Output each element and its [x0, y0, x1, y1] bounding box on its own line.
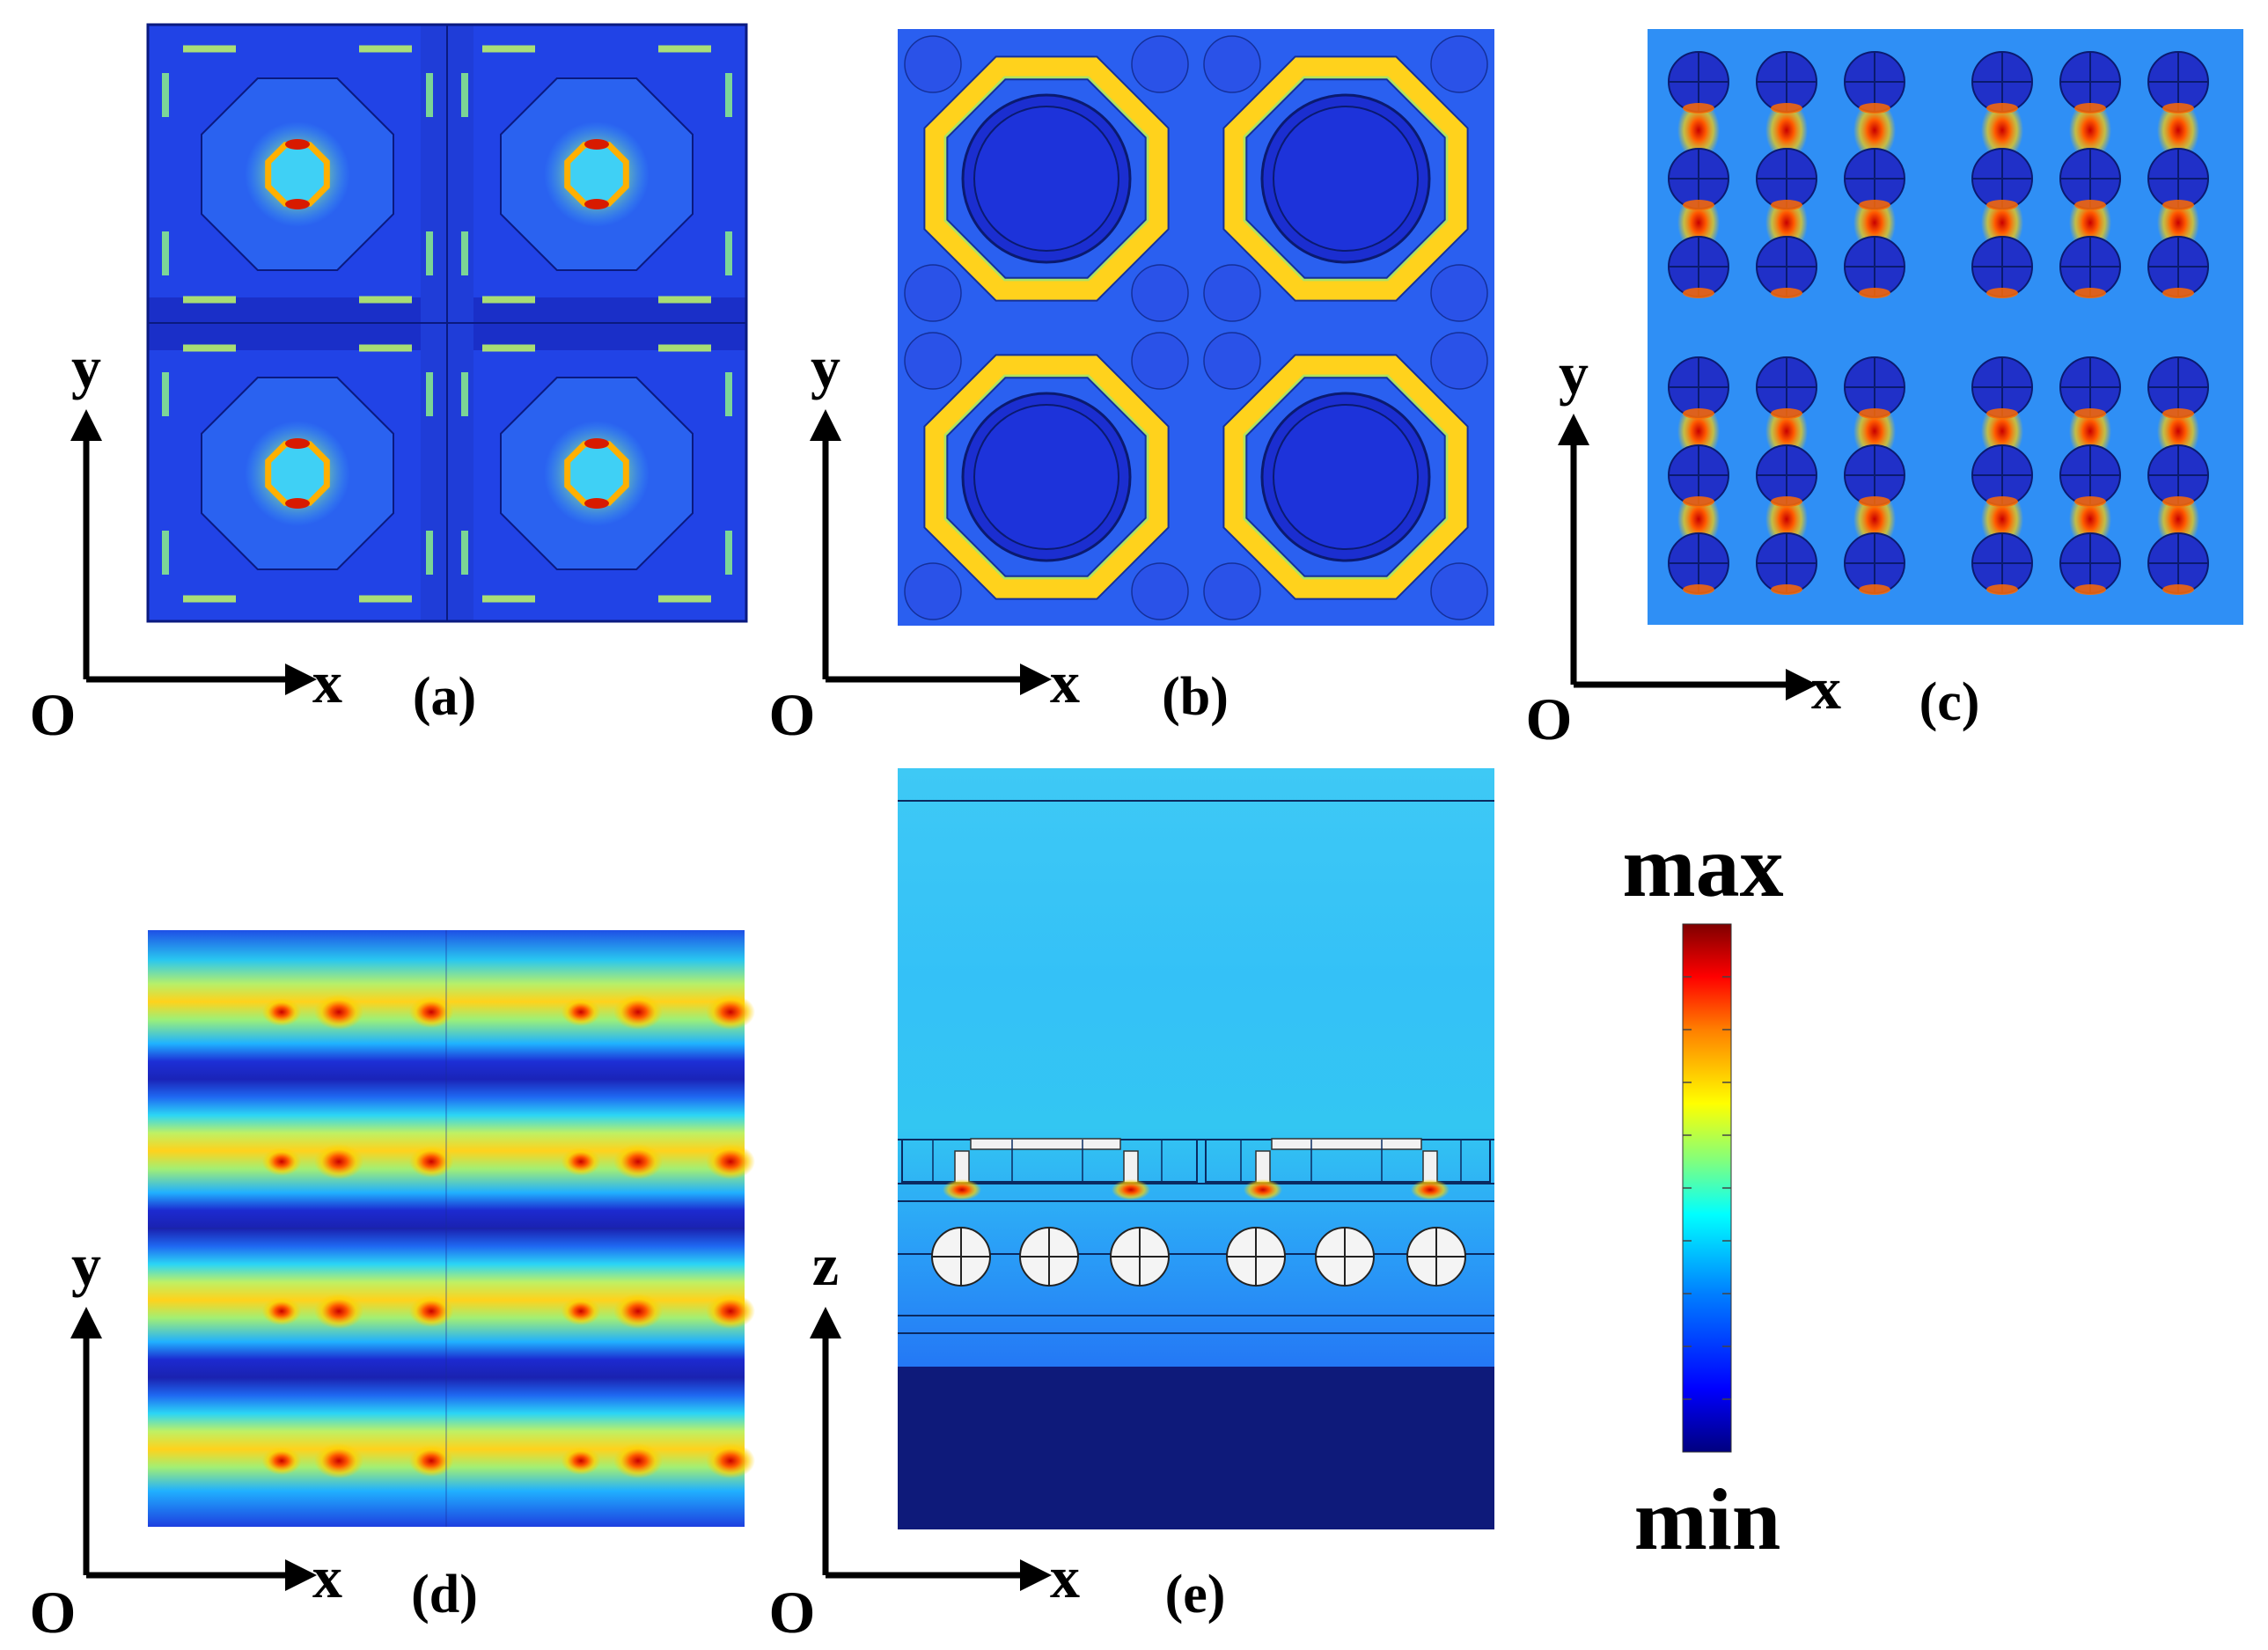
- panel-e: [898, 768, 1494, 1529]
- axes-d: y x O (d): [30, 1231, 478, 1646]
- panel-c-structure: [1668, 51, 2209, 595]
- panel-c-label: (c): [1919, 672, 1980, 732]
- axis-e-horizontal-label: x: [1050, 1544, 1080, 1610]
- panel-e-structure: [898, 800, 1494, 1529]
- panel-b-label: (b): [1162, 667, 1229, 727]
- colorbar: max min: [1622, 818, 1783, 1568]
- axes-e: z x O (e): [769, 1231, 1226, 1646]
- axis-a-horizontal-label: x: [312, 649, 342, 715]
- axis-a-origin-label: O: [30, 681, 77, 748]
- panel-a-label: (a): [413, 667, 476, 727]
- axis-b-horizontal-label: x: [1050, 649, 1080, 715]
- axis-c-horizontal-label: x: [1811, 655, 1841, 722]
- panel-b: [898, 29, 1494, 626]
- axis-e-vertical-label: z: [812, 1231, 839, 1298]
- axes-a: y x O (a): [30, 334, 477, 748]
- colorbar-min-label: min: [1634, 1470, 1781, 1568]
- panel-a: [146, 23, 748, 623]
- axes-c: y x O (c): [1526, 340, 1980, 752]
- panel-c: [1648, 29, 2243, 625]
- axis-a-vertical-label: y: [71, 334, 101, 400]
- axis-b-origin-label: O: [769, 681, 816, 748]
- panel-d: [148, 930, 755, 1527]
- axis-d-vertical-label: y: [71, 1231, 101, 1298]
- panel-a-structure: [146, 23, 748, 623]
- panel-d-label: (d): [411, 1565, 478, 1624]
- axis-b-vertical-label: y: [811, 334, 840, 400]
- axis-e-origin-label: O: [769, 1579, 816, 1646]
- colorbar-max-label: max: [1622, 818, 1783, 915]
- axis-c-origin-label: O: [1526, 686, 1573, 752]
- axes-b: y x O (b): [769, 334, 1229, 748]
- panel-e-field-map: [898, 768, 1494, 1367]
- panel-e-label: (e): [1165, 1565, 1226, 1624]
- axis-d-origin-label: O: [30, 1579, 77, 1646]
- panel-c-field-map: [1648, 29, 2243, 625]
- axis-c-vertical-label: y: [1559, 340, 1589, 407]
- axis-d-horizontal-label: x: [312, 1544, 342, 1610]
- panel-b-structure: [904, 35, 1488, 620]
